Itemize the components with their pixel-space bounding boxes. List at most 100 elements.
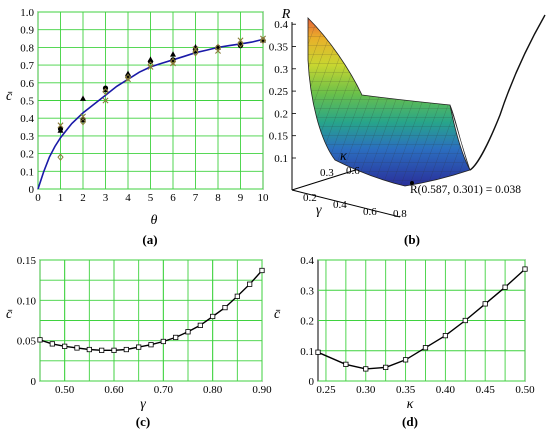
panel-a-triangle-point xyxy=(80,95,86,101)
panel-c-square-point xyxy=(49,341,55,347)
panel-d-square-point xyxy=(462,317,468,324)
panel-c-square-point xyxy=(173,334,179,341)
panel-d-xtick-label: 0.45 xyxy=(476,384,496,396)
panel-a-diamond-point xyxy=(124,73,132,82)
panel-a-diamond-point xyxy=(214,43,222,52)
panel-c-square-point xyxy=(86,346,92,353)
panel-c: 0.50 0.60 0.70 0.80 0.90 0 0.05 0.10 0.15 γ c̄ (… xyxy=(6,255,272,429)
panel-a-triangle-point xyxy=(57,127,64,133)
panel-a-diamond-point xyxy=(147,61,154,69)
panel-c-ytick-label: 0.10 xyxy=(17,295,37,307)
panel-b-ylabel: κ xyxy=(340,149,347,164)
panel-d-ytick-label: 0.1 xyxy=(300,346,314,358)
panel-a-diamond-point xyxy=(192,48,199,57)
panel-c-ytick-label: 0 xyxy=(31,376,37,388)
panel-c-square-point xyxy=(185,329,191,335)
panel-a-grid xyxy=(37,11,264,190)
panel-a-cross-point xyxy=(170,60,176,67)
panel-d-xtick-label: 0.50 xyxy=(515,384,535,396)
panel-d-square-point xyxy=(383,364,389,370)
panel-a-circle-point xyxy=(170,57,176,63)
panel-a: 0 1 2 3 4 5 6 7 8 9 10 0 0.1 0.2 0.3 0.4 0.5 0.6 0.7 0.8 0.9… xyxy=(6,7,269,247)
panel-b-xtick-3: 0.8 xyxy=(393,208,407,220)
panel-c-square-point xyxy=(247,281,253,287)
panel-a-cross-point xyxy=(57,122,64,129)
panel-c-xtick-label: 0.80 xyxy=(203,384,223,396)
panel-d-square-point xyxy=(482,301,488,307)
panel-d-square-point xyxy=(315,349,321,355)
panel-d-xlabel: κ xyxy=(407,397,414,412)
panel-c-square-point xyxy=(99,347,105,353)
panel-b: 0.1 0.15 0.2 0.25 0.3 0.35 0.4 R κ 0.3 0.6 0.2… xyxy=(269,7,546,247)
panel-a-ytick-label: 0.4 xyxy=(20,113,34,125)
panel-a-cross-point xyxy=(147,63,154,70)
panel-b-zlabel: R xyxy=(281,7,291,22)
panel-c-square-point xyxy=(259,267,265,274)
panel-b-ztick-label: 0.2 xyxy=(274,108,288,120)
panel-c-xtick-label: 0.50 xyxy=(55,384,75,396)
panel-a-xtick-label: 8 xyxy=(215,192,221,204)
panel-c-square-point xyxy=(148,342,154,348)
panel-b-xtick-1: 0.4 xyxy=(333,199,347,211)
panel-c-tick-labels: 0.50 0.60 0.70 0.80 0.90 0 0.05 0.10 0.15 xyxy=(17,255,272,396)
panel-a-ytick-label: 0.3 xyxy=(20,131,34,143)
panel-c-square-point xyxy=(222,304,228,311)
panel-a-xtick-label: 7 xyxy=(193,192,199,204)
caption-c: (c) xyxy=(136,414,150,429)
panel-b-annotation: R(0.587, 0.301) = 0.038 xyxy=(410,184,521,196)
panel-a-ytick-label: 0.5 xyxy=(20,96,34,108)
panel-d-xtick-label: 0.40 xyxy=(436,384,456,396)
panel-b-z-tick-labels: 0.1 0.15 0.2 0.25 0.3 0.35 0.4 xyxy=(269,19,296,165)
panel-a-xtick-label: 5 xyxy=(148,192,154,204)
panel-c-square-point xyxy=(62,343,68,349)
panel-c-square-point xyxy=(123,346,129,353)
panel-a-diamond-point xyxy=(102,87,109,96)
panel-d-ytick-label: 0.2 xyxy=(300,316,314,328)
panel-b-ztick-label: 0.25 xyxy=(269,86,289,98)
panel-b-ztick-label: 0.15 xyxy=(269,131,289,143)
panel-b-xtick-0: 0.2 xyxy=(303,192,317,204)
panel-a-fit-curve xyxy=(37,38,264,190)
panel-a-tick-labels: 0 1 2 3 4 5 6 7 8 9 10 0 0.1 0.2 0.3 0.4 0.5 0.6 0.7 0.8 0.9… xyxy=(20,7,269,204)
panel-c-square-point xyxy=(160,338,166,345)
panel-c-xtick-label: 0.60 xyxy=(104,384,124,396)
panel-c-square-point xyxy=(37,337,43,343)
panel-d-square-point xyxy=(363,366,369,372)
panel-d-square-point xyxy=(402,357,409,363)
panel-c-square-point xyxy=(197,322,203,328)
panel-b-xlabel: γ xyxy=(316,203,322,218)
panel-b-ztick-label: 0.3 xyxy=(274,64,288,76)
panel-a-ytick-label: 1.0 xyxy=(20,7,34,19)
panel-a-xtick-label: 4 xyxy=(125,192,131,204)
panel-a-triangle-point xyxy=(147,56,154,62)
panel-a-circle-point xyxy=(80,117,86,123)
panel-a-xtick-label: 6 xyxy=(170,192,176,204)
panel-a-ytick-label: 0 xyxy=(29,184,35,196)
panel-a-cross-point xyxy=(102,97,109,104)
panel-b-x-axis xyxy=(291,189,401,218)
panel-a-xtick-label: 3 xyxy=(103,192,109,204)
panel-c-xlabel: γ xyxy=(140,397,146,412)
panel-b-ztick-label: 0.1 xyxy=(274,153,288,165)
caption-d: (d) xyxy=(402,414,418,429)
panel-a-triangle-point xyxy=(170,51,176,57)
panel-a-diamond-point xyxy=(57,153,64,161)
panel-a-ytick-label: 0.8 xyxy=(20,42,34,54)
panel-b-surface-back xyxy=(449,104,471,171)
panel-b-xtick-2: 0.6 xyxy=(363,206,377,218)
panel-a-ytick-label: 0.6 xyxy=(20,78,34,90)
panel-b-ytick-0: 0.3 xyxy=(320,167,334,179)
panel-a-xtick-label: 1 xyxy=(58,192,64,204)
panel-c-xtick-label: 0.70 xyxy=(154,384,174,396)
panel-a-xtick-label: 0 xyxy=(35,192,41,204)
panel-b-ztick-label: 0.4 xyxy=(274,19,288,31)
panel-a-ytick-label: 0.2 xyxy=(20,149,34,161)
panel-c-square-point xyxy=(111,347,117,353)
panel-c-grid xyxy=(39,259,263,382)
panel-c-xtick-label: 0.90 xyxy=(252,384,272,396)
panel-a-ylabel: c̄ xyxy=(6,89,13,104)
panel-d-markers xyxy=(315,266,528,372)
panel-d-xtick-label: 0.35 xyxy=(396,384,416,396)
panel-a-diamond-point xyxy=(79,117,87,126)
